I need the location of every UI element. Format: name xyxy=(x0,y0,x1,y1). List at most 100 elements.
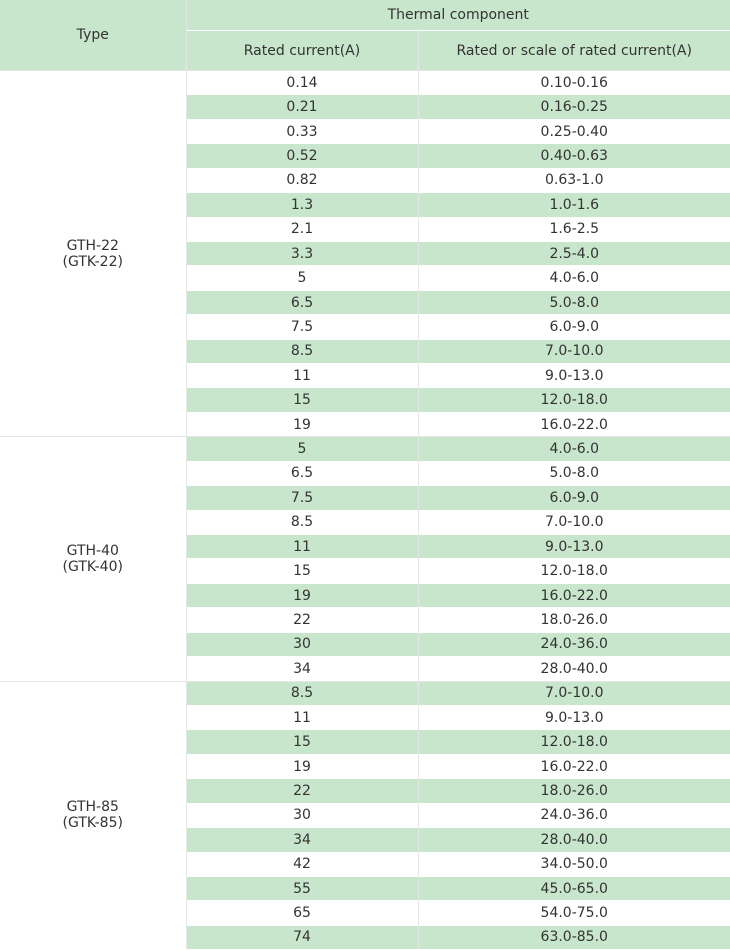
rated-current-cell: 0.14 xyxy=(186,69,419,95)
rated-current-cell: 22 xyxy=(186,607,419,633)
table-row: 55 45.0-65.0 xyxy=(0,875,730,901)
rated-scale-cell: 16.0-22.0 xyxy=(418,753,730,779)
table-row: 19 16.0-22.0 xyxy=(0,753,730,779)
table-row: 34 28.0-40.0 xyxy=(0,656,730,682)
rated-scale-cell: 4.0-6.0 xyxy=(418,436,730,462)
rated-current-cell: 0.82 xyxy=(186,167,419,193)
rated-scale-cell: 63.0-85.0 xyxy=(418,924,730,950)
table-row: 7.5 6.0-9.0 xyxy=(0,314,730,340)
rated-current-cell: 42 xyxy=(186,851,419,877)
thermal-component-header: Thermal component xyxy=(186,0,730,31)
rated-current-cell: 19 xyxy=(186,753,419,779)
rated-current-cell: 0.21 xyxy=(186,94,419,120)
table-row: 0.52 0.40-0.63 xyxy=(0,143,730,169)
rated-current-cell: 2.1 xyxy=(186,216,419,242)
rated-scale-cell: 0.63-1.0 xyxy=(418,167,730,193)
table-row: 11 9.0-13.0 xyxy=(0,704,730,730)
rated-current-cell: 6.5 xyxy=(186,460,419,486)
rated-scale-cell: 24.0-36.0 xyxy=(418,631,730,657)
rated-scale-cell: 12.0-18.0 xyxy=(418,729,730,755)
rated-scale-cell: 9.0-13.0 xyxy=(418,704,730,730)
rated-current-cell: 0.52 xyxy=(186,143,419,169)
rated-scale-cell: 16.0-22.0 xyxy=(418,411,730,437)
rated-scale-cell: 5.0-8.0 xyxy=(418,289,730,315)
table-row: 22 18.0-26.0 xyxy=(0,607,730,633)
table-row: 3.3 2.5-4.0 xyxy=(0,240,730,266)
rated-current-header: Rated current(A) xyxy=(186,30,419,71)
rated-current-cell: 65 xyxy=(186,900,419,926)
rated-scale-cell: 18.0-26.0 xyxy=(418,607,730,633)
table-row: 15 12.0-18.0 xyxy=(0,558,730,584)
rated-current-cell: 19 xyxy=(186,411,419,437)
table-row: 42 34.0-50.0 xyxy=(0,851,730,877)
rated-scale-cell: 34.0-50.0 xyxy=(418,851,730,877)
rated-current-cell: 30 xyxy=(186,631,419,657)
rated-current-cell: 8.5 xyxy=(186,338,419,364)
rated-scale-cell: 45.0-65.0 xyxy=(418,875,730,901)
rated-current-cell: 11 xyxy=(186,363,419,388)
table-row: 74 63.0-85.0 xyxy=(0,924,730,950)
rated-scale-cell: 7.0-10.0 xyxy=(418,509,730,535)
rated-scale-cell: 7.0-10.0 xyxy=(418,680,730,706)
rated-scale-cell: 54.0-75.0 xyxy=(418,900,730,926)
rated-scale-cell: 7.0-10.0 xyxy=(418,338,730,364)
rated-scale-cell: 1.0-1.6 xyxy=(418,192,730,218)
rated-scale-cell: 1.6-2.5 xyxy=(418,216,730,242)
rated-scale-cell: 4.0-6.0 xyxy=(418,265,730,291)
rated-scale-cell: 0.25-0.40 xyxy=(418,118,730,144)
rated-scale-cell: 5.0-8.0 xyxy=(418,460,730,486)
table-row: 22 18.0-26.0 xyxy=(0,778,730,804)
rated-scale-cell: 9.0-13.0 xyxy=(418,534,730,559)
header-row-sub: Rated current(A) Rated or scale of rated… xyxy=(0,30,730,71)
table-body: GTH-22 (GTK-22) 0.14 0.10-0.16 0.21 0.16-0.25… xyxy=(0,69,730,950)
rated-current-cell: 30 xyxy=(186,802,419,828)
table-row: 15 12.0-18.0 xyxy=(0,729,730,755)
rated-current-cell: 3.3 xyxy=(186,240,419,266)
table-row: 2.1 1.6-2.5 xyxy=(0,216,730,242)
table-row: 19 16.0-22.0 xyxy=(0,411,730,437)
rated-scale-cell: 28.0-40.0 xyxy=(418,827,730,852)
type-model: GTH-22 xyxy=(66,237,119,254)
rated-scale-cell: 9.0-13.0 xyxy=(418,363,730,388)
rated-scale-cell: 24.0-36.0 xyxy=(418,802,730,828)
table-row: 6.5 5.0-8.0 xyxy=(0,289,730,315)
rated-current-cell: 8.5 xyxy=(186,680,419,706)
rated-current-cell: 6.5 xyxy=(186,289,419,315)
rated-scale-cell: 18.0-26.0 xyxy=(418,778,730,804)
table-row: 15 12.0-18.0 xyxy=(0,387,730,413)
rated-current-cell: 55 xyxy=(186,875,419,901)
rated-current-cell: 8.5 xyxy=(186,509,419,535)
table-row: 8.5 7.0-10.0 xyxy=(0,509,730,535)
rated-scale-cell: 16.0-22.0 xyxy=(418,582,730,608)
header-row-top: Type Thermal component xyxy=(0,0,730,71)
rated-scale-cell: 2.5-4.0 xyxy=(418,240,730,266)
table-row: 30 24.0-36.0 xyxy=(0,802,730,828)
type-model: GTH-40 xyxy=(66,542,119,559)
type-cell: GTH-85 (GTK-85) xyxy=(0,680,187,950)
rated-current-cell: 15 xyxy=(186,387,419,413)
rated-scale-cell: 12.0-18.0 xyxy=(418,558,730,584)
rated-current-cell: 34 xyxy=(186,827,419,852)
rated-scale-cell: 12.0-18.0 xyxy=(418,387,730,413)
table-row: 19 16.0-22.0 xyxy=(0,582,730,608)
rated-scale-header: Rated or scale of rated current(A) xyxy=(418,30,730,71)
table-row: 11 9.0-13.0 xyxy=(0,534,730,559)
rated-current-cell: 5 xyxy=(186,436,419,462)
rated-scale-cell: 28.0-40.0 xyxy=(418,656,730,682)
rated-scale-cell: 6.0-9.0 xyxy=(418,485,730,511)
rated-scale-cell: 0.16-0.25 xyxy=(418,94,730,120)
type-header: Type xyxy=(0,0,187,71)
rated-current-cell: 11 xyxy=(186,704,419,730)
table-row: GTH-85 (GTK-85) 8.5 7.0-10.0 xyxy=(0,680,730,950)
rated-current-cell: 0.33 xyxy=(186,118,419,144)
rated-current-cell: 19 xyxy=(186,582,419,608)
table-row: 34 28.0-40.0 xyxy=(0,827,730,852)
table-row: 6.5 5.0-8.0 xyxy=(0,460,730,486)
table-row: 30 24.0-36.0 xyxy=(0,631,730,657)
table-row: GTH-22 (GTK-22) 0.14 0.10-0.16 xyxy=(0,69,730,437)
rated-scale-cell: 0.40-0.63 xyxy=(418,143,730,169)
table-row: 65 54.0-75.0 xyxy=(0,900,730,926)
type-cell: GTH-22 (GTK-22) xyxy=(0,69,187,437)
table-row: 5 4.0-6.0 xyxy=(0,265,730,291)
